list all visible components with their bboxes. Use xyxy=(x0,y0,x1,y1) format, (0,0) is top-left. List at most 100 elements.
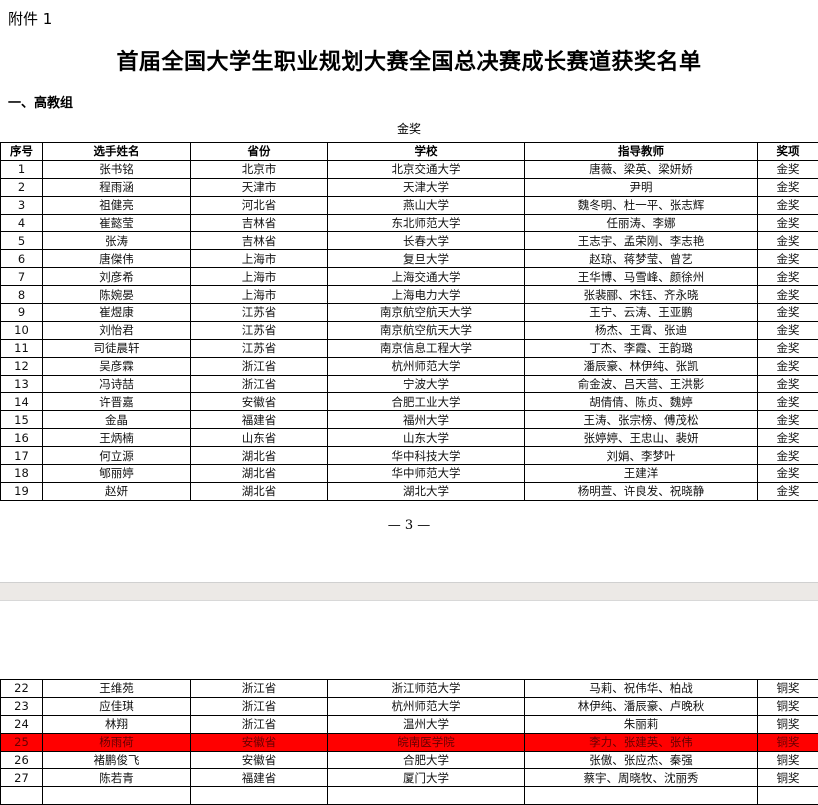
cell-advisor: 张傲、张应杰、秦强 xyxy=(525,751,758,769)
cell-school: 湖北大学 xyxy=(328,482,525,500)
cell-school: 复旦大学 xyxy=(328,250,525,268)
cell-school: 燕山大学 xyxy=(328,196,525,214)
header-number: 序号 xyxy=(1,143,43,161)
cell-name: 褚鹏俊飞 xyxy=(43,751,191,769)
cell-name: 刘怡君 xyxy=(43,321,191,339)
cell-school: 华中师范大学 xyxy=(328,465,525,483)
cell-name: 程雨涵 xyxy=(43,178,191,196)
cell-name: 崔煜康 xyxy=(43,304,191,322)
cell-school: 温州大学 xyxy=(328,715,525,733)
cell-number: 7 xyxy=(1,268,43,286)
cell-award: 金奖 xyxy=(758,447,818,465)
cell-award: 铜奖 xyxy=(758,680,818,698)
cell-advisor: 魏冬明、杜一平、张志辉 xyxy=(525,196,758,214)
cell-school: 杭州师范大学 xyxy=(328,697,525,715)
cell-advisor: 王华博、马雪峰、颜徐州 xyxy=(525,268,758,286)
cell-number: 2 xyxy=(1,178,43,196)
cell-empty xyxy=(191,787,328,805)
page-separator xyxy=(0,582,818,601)
cell-province: 江苏省 xyxy=(191,321,328,339)
cell-school: 南京航空航天大学 xyxy=(328,321,525,339)
group-heading: 一、高教组 xyxy=(8,92,73,111)
cell-award: 金奖 xyxy=(758,268,818,286)
table-header-row: 序号 选手姓名 省份 学校 指导教师 奖项 xyxy=(1,143,818,161)
cell-province: 安徽省 xyxy=(191,393,328,411)
cell-province: 福建省 xyxy=(191,411,328,429)
cell-award: 金奖 xyxy=(758,429,818,447)
cell-school: 厦门大学 xyxy=(328,769,525,787)
cell-award: 铜奖 xyxy=(758,769,818,787)
cell-advisor: 张婷婷、王忠山、裴妍 xyxy=(525,429,758,447)
cell-school: 北京交通大学 xyxy=(328,160,525,178)
cell-award: 金奖 xyxy=(758,482,818,500)
cell-province: 安徽省 xyxy=(191,733,328,751)
cell-name: 司徒晨轩 xyxy=(43,339,191,357)
cell-school: 上海电力大学 xyxy=(328,286,525,304)
cell-number: 15 xyxy=(1,411,43,429)
cell-award: 金奖 xyxy=(758,411,818,429)
cell-number: 12 xyxy=(1,357,43,375)
table-row-partial xyxy=(1,787,818,805)
cell-school: 上海交通大学 xyxy=(328,268,525,286)
cell-number: 5 xyxy=(1,232,43,250)
cell-number: 17 xyxy=(1,447,43,465)
cell-advisor: 蔡宇、周晓牧、沈丽秀 xyxy=(525,769,758,787)
cell-name: 冯诗喆 xyxy=(43,375,191,393)
cell-province: 福建省 xyxy=(191,769,328,787)
cell-advisor: 唐薇、梁英、梁妍娇 xyxy=(525,160,758,178)
cell-province: 浙江省 xyxy=(191,680,328,698)
cell-award: 铜奖 xyxy=(758,697,818,715)
cell-number: 19 xyxy=(1,482,43,500)
cell-province: 吉林省 xyxy=(191,232,328,250)
cell-advisor: 李力、张建英、张伟 xyxy=(525,733,758,751)
cell-empty xyxy=(43,787,191,805)
cell-name: 陈婉晏 xyxy=(43,286,191,304)
cell-school: 南京航空航天大学 xyxy=(328,304,525,322)
cell-province: 安徽省 xyxy=(191,751,328,769)
cell-name: 金晶 xyxy=(43,411,191,429)
cell-province: 河北省 xyxy=(191,196,328,214)
cell-award: 金奖 xyxy=(758,196,818,214)
header-school: 学校 xyxy=(328,143,525,161)
cell-number: 14 xyxy=(1,393,43,411)
cell-number: 16 xyxy=(1,429,43,447)
cell-number: 11 xyxy=(1,339,43,357)
cell-advisor: 王建洋 xyxy=(525,465,758,483)
cell-number: 26 xyxy=(1,751,43,769)
cell-school: 南京信息工程大学 xyxy=(328,339,525,357)
cell-advisor: 朱丽莉 xyxy=(525,715,758,733)
cell-school: 杭州师范大学 xyxy=(328,357,525,375)
attachment-label: 附件 1 xyxy=(8,8,52,29)
cell-advisor: 王志宇、孟荣刚、李志艳 xyxy=(525,232,758,250)
cell-advisor: 任丽涛、李娜 xyxy=(525,214,758,232)
cell-name: 何立源 xyxy=(43,447,191,465)
cell-province: 湖北省 xyxy=(191,465,328,483)
cell-award: 金奖 xyxy=(758,250,818,268)
cell-province: 湖北省 xyxy=(191,482,328,500)
cell-number: 9 xyxy=(1,304,43,322)
cell-advisor: 尹明 xyxy=(525,178,758,196)
cell-number: 10 xyxy=(1,321,43,339)
header-province: 省份 xyxy=(191,143,328,161)
cell-province: 上海市 xyxy=(191,268,328,286)
cell-award: 金奖 xyxy=(758,465,818,483)
cell-advisor: 丁杰、李霞、王韵璐 xyxy=(525,339,758,357)
cell-school: 东北师范大学 xyxy=(328,214,525,232)
cell-number: 13 xyxy=(1,375,43,393)
cell-school: 宁波大学 xyxy=(328,375,525,393)
cell-province: 天津市 xyxy=(191,178,328,196)
cell-school: 浙江师范大学 xyxy=(328,680,525,698)
cell-advisor: 王涛、张宗榜、傅茂松 xyxy=(525,411,758,429)
cell-name: 张涛 xyxy=(43,232,191,250)
cell-award: 铜奖 xyxy=(758,733,818,751)
cell-award: 铜奖 xyxy=(758,715,818,733)
